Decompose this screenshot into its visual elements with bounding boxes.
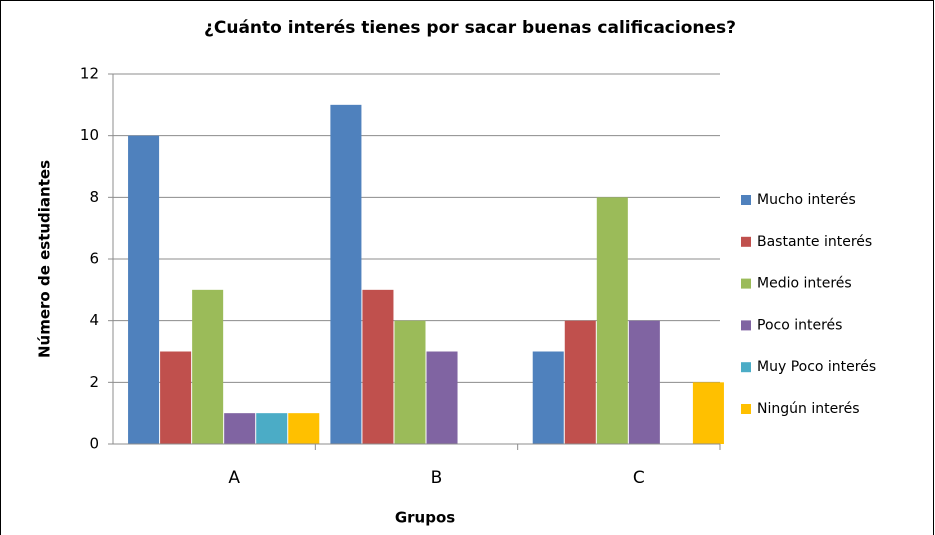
bar [628, 320, 660, 444]
legend-swatch [741, 404, 751, 414]
chart-title: ¿Cuánto interés tienes por sacar buenas … [204, 18, 736, 38]
bar [224, 413, 256, 444]
legend-label: Mucho interés [757, 192, 856, 208]
bar [564, 320, 596, 444]
legend-swatch [741, 278, 751, 289]
bar [596, 197, 628, 444]
x-tick-label: A [228, 468, 240, 488]
bar [330, 104, 362, 444]
y-tick-label: 4 [89, 311, 99, 329]
legend-label: Poco interés [757, 317, 842, 333]
bar [192, 289, 224, 444]
bar [394, 320, 426, 444]
x-axis-label: Grupos [395, 509, 455, 527]
bar [692, 382, 724, 444]
bar [288, 413, 320, 444]
y-tick-label: 8 [89, 188, 99, 206]
bar [256, 413, 288, 444]
bar [426, 351, 458, 444]
bar [362, 289, 394, 444]
bar [128, 135, 160, 444]
y-axis-label: Número de estudiantes [36, 160, 54, 358]
legend-swatch [741, 362, 751, 373]
y-tick-label: 12 [80, 65, 99, 83]
x-tick-label: B [431, 468, 443, 488]
y-tick-label: 0 [89, 435, 99, 453]
legend-label: Bastante interés [757, 234, 872, 250]
x-tick-label: C [633, 468, 645, 488]
y-tick-label: 2 [89, 373, 99, 391]
legend-swatch [741, 195, 751, 205]
bar [160, 351, 192, 444]
legend-swatch [741, 320, 751, 331]
bar [532, 351, 564, 444]
legend-swatch [741, 236, 751, 247]
legend-label: Muy Poco interés [757, 359, 876, 375]
legend-label: Ningún interés [757, 401, 860, 417]
y-tick-label: 10 [80, 126, 99, 144]
y-tick-label: 6 [89, 250, 99, 268]
legend-label: Medio interés [757, 276, 852, 292]
